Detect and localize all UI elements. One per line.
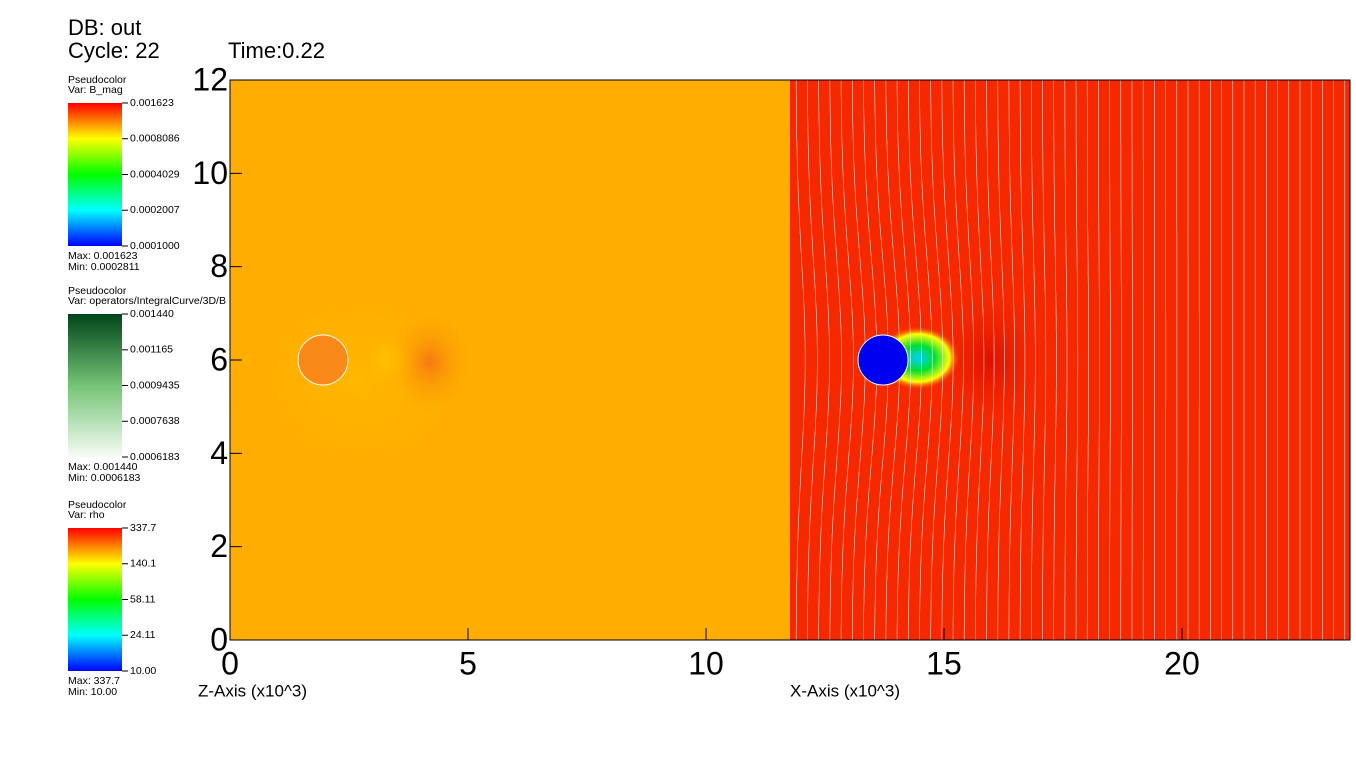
colorbar-tick-label: 337.7 [130,522,156,534]
streamline [807,80,818,640]
colorbar-tick-label: 0.0001000 [130,240,180,252]
database-label: DB: out [68,15,141,40]
x-tick-label: 15 [926,645,962,681]
streamline [908,80,922,640]
streamline [896,80,912,640]
streamline [1019,80,1026,640]
x-tick-label: 10 [688,645,724,681]
streamline [930,80,944,640]
legend-max: Max: 337.7 [68,675,120,687]
legend-title: Pseudocolor [68,285,127,297]
streamline [1098,80,1100,640]
streamline [1008,80,1015,640]
x-axis-title: Z-Axis (x10^3) [198,681,307,700]
streamline [941,80,954,640]
colorbar-tick-label: 0.001623 [130,97,174,109]
colorbar-tick-label: 0.0004029 [130,168,180,180]
streamline [840,80,854,640]
cycle-label: Cycle: 22 [68,38,160,63]
legend-title: Pseudocolor [68,74,127,86]
streamline [963,80,974,640]
colorbar-tick-label: 0.0002007 [130,204,180,216]
legend-min: Min: 0.0006183 [68,472,141,484]
legend-max: Max: 0.001440 [68,461,138,473]
y-tick-label: 6 [210,341,228,377]
y-tick-label: 8 [210,248,228,284]
streamline [952,80,964,640]
x-tick-label: 0 [221,645,239,681]
streamline [986,80,995,640]
colorbar [68,528,122,671]
streamline [1086,80,1089,640]
streamline [1031,80,1036,640]
colorbar [68,103,122,246]
field-left [220,80,790,640]
x-tick-label: 20 [1164,645,1200,681]
colorbar-tick-label: 0.001165 [130,344,173,356]
y-tick-label: 10 [192,155,228,191]
colorbar [68,314,122,457]
streamline [1075,80,1079,640]
streamline [1109,80,1111,640]
colorbar-tick-label: 0.0006183 [130,451,180,463]
x-tick-label: 5 [459,645,477,681]
colorbar-tick-label: 0.0009435 [130,379,180,391]
streamline [795,80,806,640]
legend-variable: Var: operators/IntegralCurve/3D/B [68,295,226,307]
y-tick-label: 12 [192,61,228,97]
streamline [1120,80,1122,640]
obstacle [857,334,909,386]
y-tick-label: 2 [210,528,228,564]
colorbar-tick-label: 0.0007638 [130,415,180,427]
legend-variable: Var: B_mag [68,84,123,96]
streamline [919,80,933,640]
colorbar-tick-label: 0.001440 [130,308,174,320]
field-wake [355,325,415,395]
streamline [829,80,842,640]
time-label: Time:0.22 [228,38,325,63]
colorbar-tick-label: 24.11 [130,629,156,641]
legend-min: Min: 10.00 [68,686,117,698]
x-axis-title: X-Axis (x10^3) [790,681,900,700]
y-tick-label: 0 [210,621,228,657]
field-right [790,80,1350,640]
legend-max: Max: 0.001623 [68,250,138,262]
colorbar-tick-label: 140.1 [130,558,156,570]
streamline [997,80,1005,640]
streamline [1053,80,1057,640]
streamline [1064,80,1068,640]
streamline [818,80,830,640]
streamlines [795,80,1346,640]
field-blob [930,290,1050,430]
obstacle [297,334,349,386]
streamline [1042,80,1047,640]
legend-title: Pseudocolor [68,499,127,511]
colorbar-tick-label: 0.0008086 [130,133,180,145]
streamline [975,80,985,640]
colorbar-tick-label: 58.11 [130,593,156,605]
field-blob [385,307,475,417]
legend-variable: Var: rho [68,509,105,521]
legend-min: Min: 0.0002811 [68,261,140,273]
colorbar-tick-label: 10.00 [130,665,156,677]
y-tick-label: 4 [210,435,228,471]
